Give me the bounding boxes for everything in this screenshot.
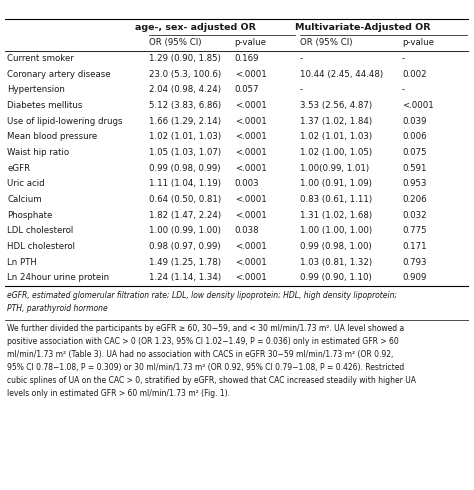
Text: 3.53 (2.56, 4.87): 3.53 (2.56, 4.87) (300, 101, 372, 110)
Text: <.0001: <.0001 (402, 101, 434, 110)
Text: 0.032: 0.032 (402, 211, 427, 220)
Text: <.0001: <.0001 (235, 195, 266, 204)
Text: 0.006: 0.006 (402, 132, 427, 142)
Text: 1.00(0.99, 1.01): 1.00(0.99, 1.01) (300, 164, 369, 173)
Text: 1.11 (1.04, 1.19): 1.11 (1.04, 1.19) (149, 179, 221, 189)
Text: 1.02 (1.01, 1.03): 1.02 (1.01, 1.03) (300, 132, 372, 142)
Text: -: - (300, 54, 303, 63)
Text: Coronary artery disease: Coronary artery disease (7, 70, 111, 79)
Text: 23.0 (5.3, 100.6): 23.0 (5.3, 100.6) (149, 70, 221, 79)
Text: 1.05 (1.03, 1.07): 1.05 (1.03, 1.07) (149, 148, 221, 157)
Text: Mean blood pressure: Mean blood pressure (7, 132, 97, 142)
Text: Current smoker: Current smoker (7, 54, 74, 63)
Text: 1.24 (1.14, 1.34): 1.24 (1.14, 1.34) (149, 273, 221, 282)
Text: p-value: p-value (402, 38, 434, 48)
Text: 0.075: 0.075 (402, 148, 427, 157)
Text: 0.003: 0.003 (235, 179, 259, 189)
Text: 1.29 (0.90, 1.85): 1.29 (0.90, 1.85) (149, 54, 220, 63)
Text: <.0001: <.0001 (235, 242, 266, 251)
Text: Uric acid: Uric acid (7, 179, 45, 189)
Text: age-, sex- adjusted OR: age-, sex- adjusted OR (135, 23, 255, 32)
Text: Multivariate-Adjusted OR: Multivariate-Adjusted OR (295, 23, 430, 32)
Text: Waist hip ratio: Waist hip ratio (7, 148, 69, 157)
Text: levels only in estimated GFR > 60 ml/min/1.73 m² (Fig. 1).: levels only in estimated GFR > 60 ml/min… (7, 389, 230, 397)
Text: 0.002: 0.002 (402, 70, 427, 79)
Text: -: - (402, 85, 405, 95)
Text: 0.99 (0.90, 1.10): 0.99 (0.90, 1.10) (300, 273, 372, 282)
Text: <.0001: <.0001 (235, 164, 266, 173)
Text: 0.64 (0.50, 0.81): 0.64 (0.50, 0.81) (149, 195, 221, 204)
Text: <.0001: <.0001 (235, 132, 266, 142)
Text: 0.038: 0.038 (235, 226, 259, 236)
Text: HDL cholesterol: HDL cholesterol (7, 242, 75, 251)
Text: LDL cholesterol: LDL cholesterol (7, 226, 73, 236)
Text: 1.49 (1.25, 1.78): 1.49 (1.25, 1.78) (149, 258, 221, 267)
Text: 0.953: 0.953 (402, 179, 427, 189)
Text: 0.206: 0.206 (402, 195, 427, 204)
Text: 1.02 (1.01, 1.03): 1.02 (1.01, 1.03) (149, 132, 221, 142)
Text: ml/min/1.73 m² (Table 3). UA had no association with CACS in eGFR 30−59 ml/min/1: ml/min/1.73 m² (Table 3). UA had no asso… (7, 350, 393, 359)
Text: -: - (402, 54, 405, 63)
Text: 0.909: 0.909 (402, 273, 426, 282)
Text: eGFR: eGFR (7, 164, 30, 173)
Text: Hypertension: Hypertension (7, 85, 65, 95)
Text: 0.169: 0.169 (235, 54, 259, 63)
Text: -: - (300, 85, 303, 95)
Text: cubic splines of UA on the CAC > 0, stratified by eGFR, showed that CAC increase: cubic splines of UA on the CAC > 0, stra… (7, 376, 416, 385)
Text: 0.83 (0.61, 1.11): 0.83 (0.61, 1.11) (300, 195, 372, 204)
Text: Use of lipid-lowering drugs: Use of lipid-lowering drugs (7, 117, 123, 126)
Text: 0.99 (0.98, 0.99): 0.99 (0.98, 0.99) (149, 164, 220, 173)
Text: 1.82 (1.47, 2.24): 1.82 (1.47, 2.24) (149, 211, 221, 220)
Text: 0.99 (0.98, 1.00): 0.99 (0.98, 1.00) (300, 242, 372, 251)
Text: 0.775: 0.775 (402, 226, 427, 236)
Text: <.0001: <.0001 (235, 273, 266, 282)
Text: PTH, parathyroid hormone: PTH, parathyroid hormone (7, 304, 108, 313)
Text: 0.591: 0.591 (402, 164, 427, 173)
Text: 5.12 (3.83, 6.86): 5.12 (3.83, 6.86) (149, 101, 221, 110)
Text: 95% CI 0.78−1.08, P = 0.309) or 30 ml/min/1.73 m² (OR 0.92, 95% CI 0.79−1.08, P : 95% CI 0.78−1.08, P = 0.309) or 30 ml/mi… (7, 363, 404, 371)
Text: Calcium: Calcium (7, 195, 42, 204)
Text: <.0001: <.0001 (235, 101, 266, 110)
Text: 0.057: 0.057 (235, 85, 259, 95)
Text: 0.98 (0.97, 0.99): 0.98 (0.97, 0.99) (149, 242, 220, 251)
Text: 1.00 (1.00, 1.00): 1.00 (1.00, 1.00) (300, 226, 372, 236)
Text: We further divided the participants by eGFR ≥ 60, 30−59, and < 30 ml/min/1.73 m²: We further divided the participants by e… (7, 324, 404, 333)
Text: 0.039: 0.039 (402, 117, 427, 126)
Text: Ln 24hour urine protein: Ln 24hour urine protein (7, 273, 109, 282)
Text: 0.793: 0.793 (402, 258, 427, 267)
Text: 1.66 (1.29, 2.14): 1.66 (1.29, 2.14) (149, 117, 221, 126)
Text: <.0001: <.0001 (235, 211, 266, 220)
Text: eGFR, estimated glomerular filtration rate; LDL, low density lipoprotein; HDL, h: eGFR, estimated glomerular filtration ra… (7, 291, 397, 299)
Text: OR (95% CI): OR (95% CI) (149, 38, 201, 48)
Text: p-value: p-value (235, 38, 267, 48)
Text: OR (95% CI): OR (95% CI) (300, 38, 352, 48)
Text: Ln PTH: Ln PTH (7, 258, 37, 267)
Text: <.0001: <.0001 (235, 258, 266, 267)
Text: positive association with CAC > 0 (OR 1.23, 95% CI 1.02−1.49, P = 0.036) only in: positive association with CAC > 0 (OR 1.… (7, 337, 399, 346)
Text: 1.31 (1.02, 1.68): 1.31 (1.02, 1.68) (300, 211, 372, 220)
Text: <.0001: <.0001 (235, 148, 266, 157)
Text: 0.171: 0.171 (402, 242, 427, 251)
Text: 1.03 (0.81, 1.32): 1.03 (0.81, 1.32) (300, 258, 372, 267)
Text: 2.04 (0.98, 4.24): 2.04 (0.98, 4.24) (149, 85, 221, 95)
Text: <.0001: <.0001 (235, 70, 266, 79)
Text: 1.00 (0.91, 1.09): 1.00 (0.91, 1.09) (300, 179, 372, 189)
Text: Diabetes mellitus: Diabetes mellitus (7, 101, 82, 110)
Text: <.0001: <.0001 (235, 117, 266, 126)
Text: 1.00 (0.99, 1.00): 1.00 (0.99, 1.00) (149, 226, 220, 236)
Text: 1.37 (1.02, 1.84): 1.37 (1.02, 1.84) (300, 117, 372, 126)
Text: 1.02 (1.00, 1.05): 1.02 (1.00, 1.05) (300, 148, 372, 157)
Text: Phosphate: Phosphate (7, 211, 53, 220)
Text: 10.44 (2.45, 44.48): 10.44 (2.45, 44.48) (300, 70, 383, 79)
